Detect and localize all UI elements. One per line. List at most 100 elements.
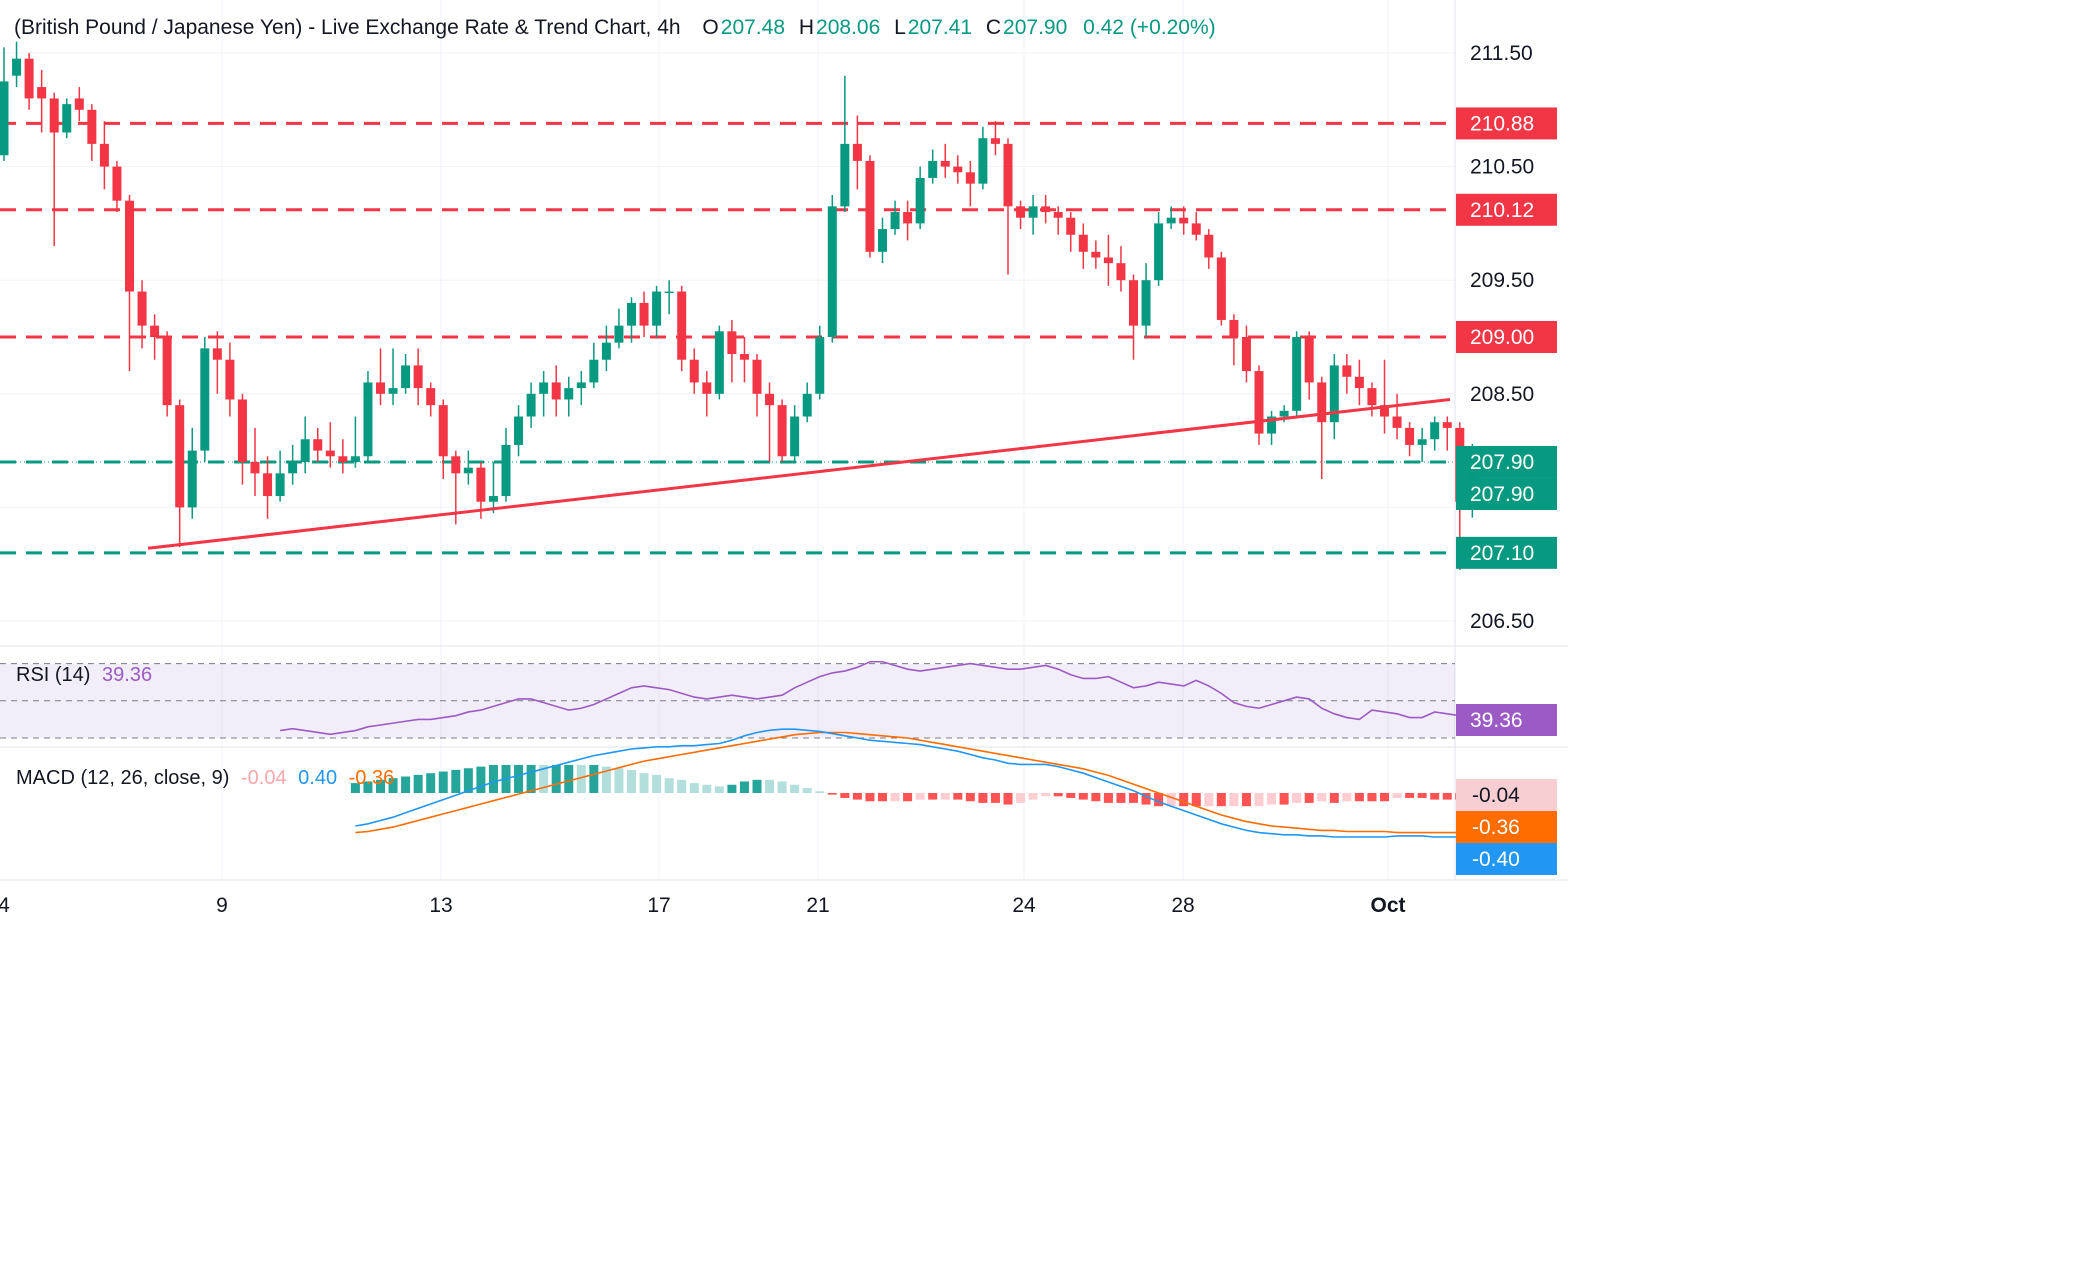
candle [601, 342, 611, 360]
candle [852, 143, 862, 161]
candle [1329, 365, 1339, 423]
candle [551, 382, 561, 400]
candle [1229, 319, 1239, 337]
candle [1166, 217, 1176, 224]
macd-histogram-bar [677, 779, 687, 793]
time-tick-label: 21 [806, 894, 829, 917]
macd-histogram-bar [1204, 793, 1214, 807]
candle [965, 172, 975, 184]
candle [451, 456, 461, 474]
macd-histogram-bar [1191, 793, 1201, 807]
macd-histogram-bar [878, 793, 887, 802]
candle [589, 359, 599, 383]
candle [1179, 217, 1189, 224]
macd-histogram-bar [551, 764, 561, 793]
candle [689, 359, 699, 383]
macd-histogram-bar [1041, 793, 1051, 797]
trendline[interactable] [147, 397, 1451, 550]
macd-histogram-bar [438, 771, 448, 793]
macd-histogram-bar [451, 769, 461, 793]
macd-histogram-bar [1392, 793, 1402, 798]
candle [827, 206, 837, 337]
macd-histogram-bar [777, 781, 787, 793]
candle [903, 212, 913, 224]
macd-histogram-bar [689, 783, 699, 793]
macd-histogram-bar [1129, 793, 1138, 803]
rsi-title: RSI (14) [16, 664, 91, 686]
macd-histogram-bar [965, 793, 975, 802]
macd-histogram-bar [1430, 793, 1440, 800]
macd-histogram-bar [714, 786, 724, 793]
macd-histogram-bar [589, 764, 599, 793]
candle [112, 166, 122, 201]
macd-tag-label: -0.36 [1472, 816, 1520, 839]
price-tag [1456, 536, 1557, 569]
macd-histogram-bar [953, 793, 963, 800]
macd-histogram-bar [1016, 793, 1026, 803]
macd-histogram-bar [639, 773, 649, 793]
macd-histogram-bar [802, 788, 812, 793]
candle [1053, 212, 1063, 218]
price-axis[interactable]: 211.50 210.50 209.50 208.50 206.50 210.88 210.… [1456, 42, 1557, 875]
candle [1191, 223, 1201, 235]
candle [438, 405, 448, 457]
candle [187, 450, 197, 508]
macd-legend[interactable]: MACD (12, 26, close, 9) -0.04 0.40 -0.36 [16, 767, 394, 790]
candle [878, 229, 887, 252]
macd-histogram-bar [539, 764, 549, 793]
macd-histogram-bar [363, 781, 373, 793]
macd-histogram-bar [1103, 793, 1113, 803]
candle [765, 393, 775, 406]
chart-canvas[interactable]: 211.50210.50209.50208.50206.50210.88210.… [0, 0, 1568, 954]
macd-histogram-bar [1028, 793, 1038, 800]
price-tick-label: 211.50 [1470, 42, 1533, 65]
candle [1103, 257, 1113, 264]
macd-histogram-bar [827, 793, 837, 795]
candle [313, 439, 323, 451]
macd-histogram-bar [1329, 793, 1339, 803]
candle [37, 87, 47, 99]
candle [125, 200, 134, 292]
macd-histogram-bar [564, 764, 574, 793]
price-tag-label: 207.90 [1470, 483, 1534, 506]
macd-histogram-bar [903, 793, 913, 802]
time-axis[interactable]: 4 9 13 17 21 24 28 Oct [0, 894, 1406, 917]
candle [401, 365, 411, 389]
macd-histogram-bar [940, 793, 950, 800]
candle [1028, 206, 1038, 218]
candle [1204, 234, 1214, 258]
candle [24, 58, 34, 99]
candle [953, 166, 963, 173]
macd-histogram-bar [576, 764, 586, 793]
candle [1367, 388, 1377, 406]
candle [1279, 410, 1289, 417]
candle [1380, 405, 1389, 417]
candle [1292, 337, 1302, 411]
candle [150, 325, 160, 337]
candle [350, 456, 360, 462]
candle [576, 382, 586, 389]
macd-title: MACD (12, 26, close, 9) [16, 767, 230, 789]
candle [714, 331, 724, 394]
macd-signal-value: -0.36 [348, 767, 395, 789]
candle [1267, 416, 1277, 434]
candle [300, 439, 310, 462]
macd-histogram-bar [928, 793, 938, 800]
grid [0, 0, 1568, 881]
price-tick-label: 210.50 [1470, 156, 1534, 179]
candle [1116, 263, 1126, 281]
macd-histogram-bar [1116, 793, 1126, 803]
candle [288, 461, 298, 474]
candle [990, 138, 1000, 144]
candle [915, 177, 925, 224]
macd-histogram-bar [840, 793, 850, 798]
close-label: C [985, 16, 1002, 39]
rsi-legend[interactable]: RSI (14) 39.36 [16, 664, 152, 687]
candle [752, 359, 762, 394]
candles [0, 41, 1477, 570]
macd-histogram-bar [727, 784, 737, 793]
candle [978, 138, 988, 184]
candle [777, 405, 787, 457]
macd-histogram-bar [739, 781, 749, 793]
macd-histogram-bar [790, 784, 800, 793]
